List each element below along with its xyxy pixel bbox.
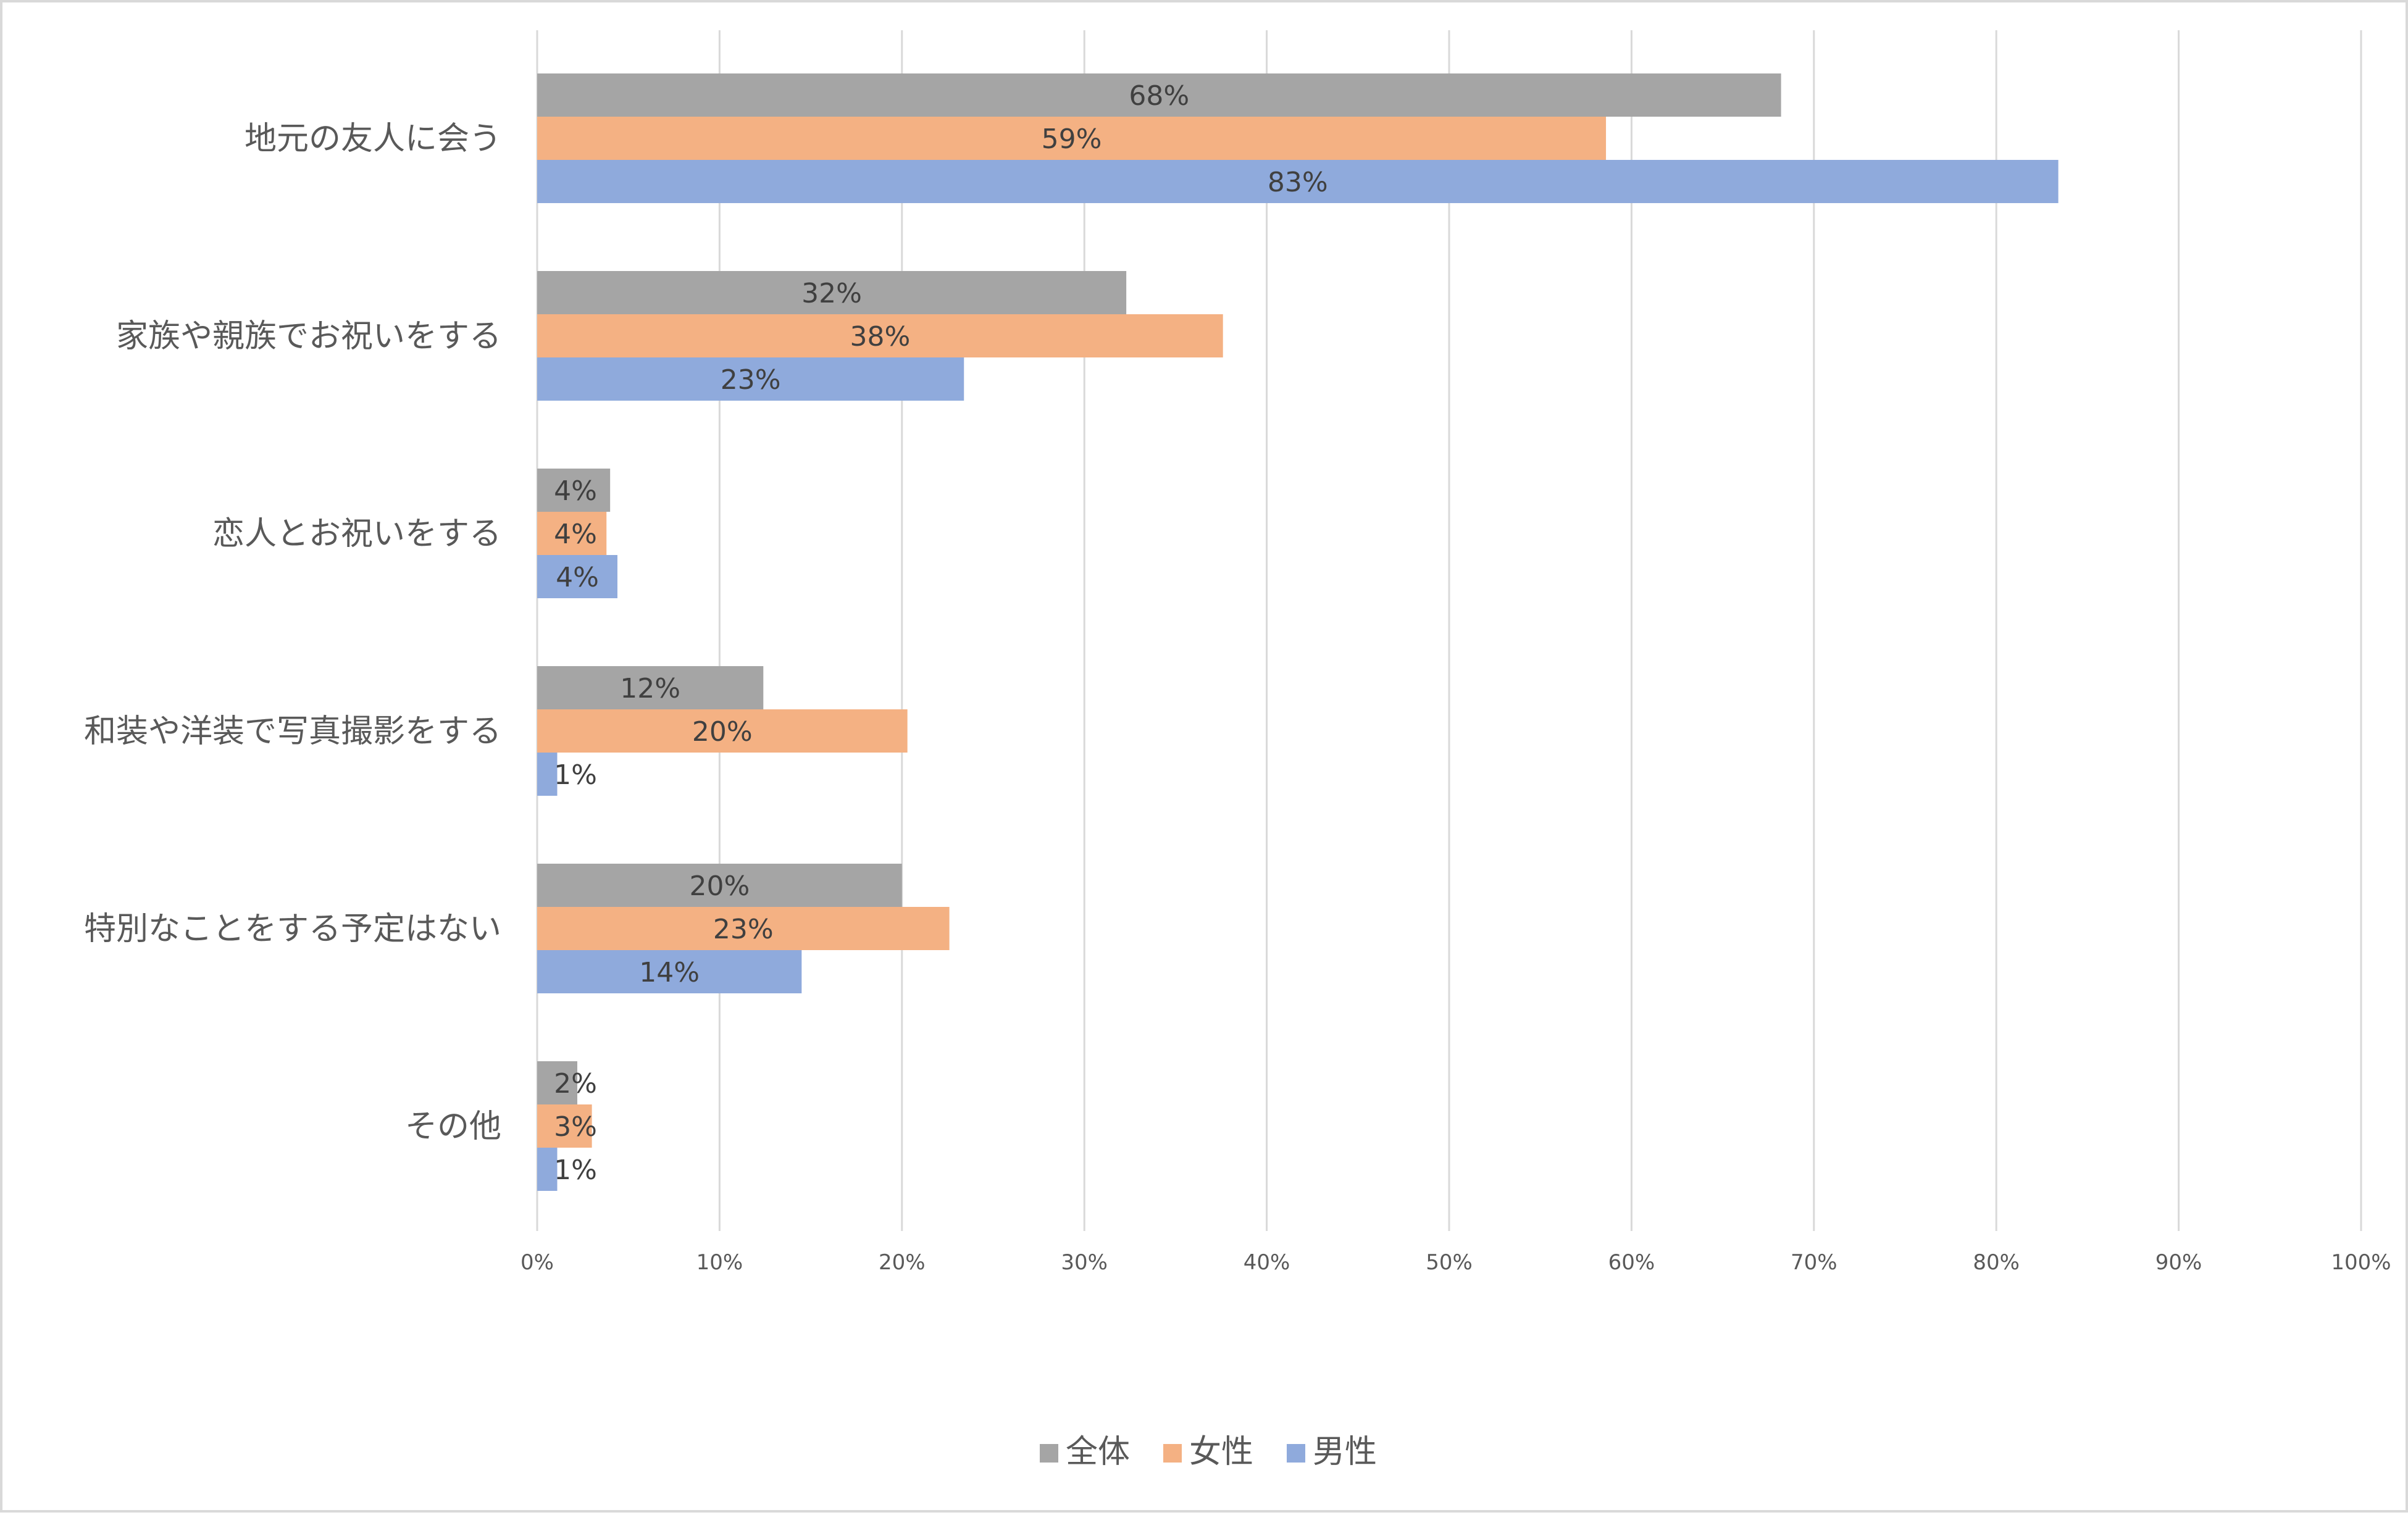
bar-2-女性 (537, 314, 1223, 357)
bar-4-女性 (537, 709, 908, 753)
data-label-1-女性: 59% (1042, 123, 1102, 155)
data-label-4-女性: 20% (692, 716, 753, 748)
bar-1-全体 (537, 73, 1781, 117)
bar-5-全体 (537, 864, 902, 907)
bar-3-全体 (537, 469, 611, 512)
bar-3-男性 (537, 555, 617, 598)
data-labels: 68% 59% 83% 32% 38% 23% 4% 4% 4% 12% 20% 1% 20% 23% 14… (554, 80, 1328, 1186)
bar-6-女性 (537, 1104, 592, 1148)
data-label-2-全体: 32% (801, 278, 862, 309)
data-label-2-女性: 38% (850, 321, 910, 353)
bar-6-男性 (537, 1148, 558, 1191)
data-label-3-男性: 4% (556, 562, 599, 593)
data-label-3-全体: 4% (554, 475, 597, 507)
bar-3-女性 (537, 512, 607, 555)
tick-label-0: 0% (520, 1250, 554, 1275)
data-label-1-男性: 83% (1268, 167, 1328, 198)
category-label-2: 家族や親族でお祝いをする (116, 318, 501, 355)
bar-6-全体 (537, 1061, 577, 1104)
category-label-3: 恋人とお祝いをする (212, 515, 501, 553)
data-label-4-男性: 1% (554, 759, 597, 791)
tick-label-100: 100% (2331, 1250, 2391, 1275)
gridlines (536, 30, 2362, 1231)
tick-label-60: 60% (1608, 1250, 1655, 1275)
data-label-4-全体: 12% (620, 673, 680, 704)
data-label-5-全体: 20% (690, 870, 750, 902)
data-label-5-女性: 23% (713, 914, 774, 945)
tick-label-50: 50% (1426, 1250, 1473, 1275)
category-label-1: 地元の友人に会う (245, 120, 501, 157)
tick-label-30: 30% (1061, 1250, 1108, 1275)
data-label-6-男性: 1% (554, 1154, 597, 1186)
bar-5-男性 (537, 950, 802, 993)
category-label-6: その他 (405, 1108, 501, 1145)
legend-label-全体: 全体 (1066, 1434, 1130, 1471)
data-label-6-女性: 3% (554, 1111, 597, 1143)
tick-label-40: 40% (1244, 1250, 1290, 1275)
data-label-3-女性: 4% (554, 519, 597, 550)
category-label-5: 特別なことをする予定はない (84, 911, 501, 948)
tick-label-10: 10% (696, 1250, 743, 1275)
bar-1-男性 (537, 160, 2059, 203)
category-axis-labels: 地元の友人に会う家族や親族でお祝いをする恋人とお祝いをする和装や洋装で写真撮影を… (84, 120, 501, 1145)
legend-swatch-男性 (1287, 1444, 1305, 1463)
bar-2-全体 (537, 271, 1127, 314)
bar-5-女性 (537, 907, 950, 950)
tick-label-90: 90% (2155, 1250, 2202, 1275)
bars (537, 73, 2059, 1191)
tick-label-20: 20% (879, 1250, 926, 1275)
legend-label-女性: 女性 (1189, 1434, 1253, 1471)
data-label-2-男性: 23% (721, 364, 781, 396)
bar-4-全体 (537, 666, 764, 709)
tick-label-80: 80% (1973, 1250, 2020, 1275)
legend-swatch-女性 (1163, 1444, 1182, 1463)
bar-2-男性 (537, 357, 964, 401)
tick-label-70: 70% (1791, 1250, 1837, 1275)
category-label-4: 和装や洋装で写真撮影をする (84, 713, 501, 750)
data-label-6-全体: 2% (554, 1068, 597, 1100)
bar-4-男性 (537, 753, 558, 796)
legend: 全体 女性 男性 (1040, 1434, 1377, 1471)
legend-swatch-全体 (1040, 1444, 1058, 1463)
data-label-5-男性: 14% (639, 957, 700, 988)
value-axis-tick-labels: 0% 10% 20% 30% 40% 50% 60% 70% 80% 90% 100% (520, 1250, 2391, 1275)
bar-1-女性 (537, 117, 1607, 160)
data-label-1-全体: 68% (1129, 80, 1189, 112)
legend-label-男性: 男性 (1313, 1434, 1377, 1471)
